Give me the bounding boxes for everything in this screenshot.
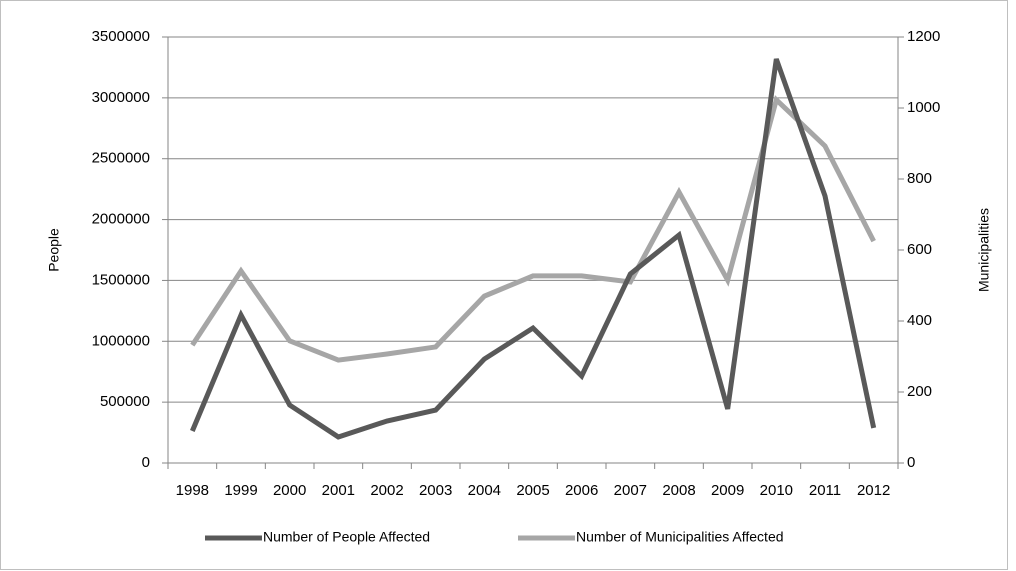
y-tick-label: 3000000 [92, 89, 150, 106]
y2-tick-label: 400 [907, 312, 932, 329]
y2-tick-label: 0 [907, 454, 915, 471]
x-tick-label: 2008 [662, 482, 695, 499]
legend-label: Number of Municipalities Affected [576, 529, 784, 545]
y-tick-label: 1000000 [92, 332, 150, 349]
y-tick-label: 2000000 [92, 211, 150, 228]
x-tick-label: 2006 [565, 482, 598, 499]
x-tick-label: 2004 [468, 482, 501, 499]
y-axis-title: People [46, 228, 62, 272]
legend-label: Number of People Affected [263, 529, 430, 545]
y-tick-label: 500000 [100, 393, 150, 410]
y-tick-label: 1500000 [92, 271, 150, 288]
x-tick-label: 2007 [614, 482, 647, 499]
y2-tick-label: 1200 [907, 28, 940, 45]
y2-tick-label: 600 [907, 241, 932, 258]
x-tick-label: 2012 [857, 482, 890, 499]
x-tick-label: 2009 [711, 482, 744, 499]
y2-axis-title: Municipalities [976, 208, 992, 292]
x-tick-label: 1999 [224, 482, 257, 499]
series-line [190, 95, 876, 363]
x-tick-label: 2003 [419, 482, 452, 499]
series-line [190, 58, 877, 440]
x-tick-label: 1998 [176, 482, 209, 499]
y2-tick-label: 1000 [907, 99, 940, 116]
x-tick-label: 2001 [322, 482, 355, 499]
x-tick-label: 2010 [760, 482, 793, 499]
y-tick-label: 3500000 [92, 28, 150, 45]
x-tick-label: 2011 [809, 482, 841, 499]
x-tick-label: 2002 [370, 482, 403, 499]
y-tick-label: 2500000 [92, 150, 150, 167]
y2-tick-label: 200 [907, 383, 932, 400]
x-tick-label: 2000 [273, 482, 306, 499]
y2-tick-label: 800 [907, 170, 932, 187]
y-tick-label: 0 [142, 454, 150, 471]
x-tick-label: 2005 [516, 482, 549, 499]
